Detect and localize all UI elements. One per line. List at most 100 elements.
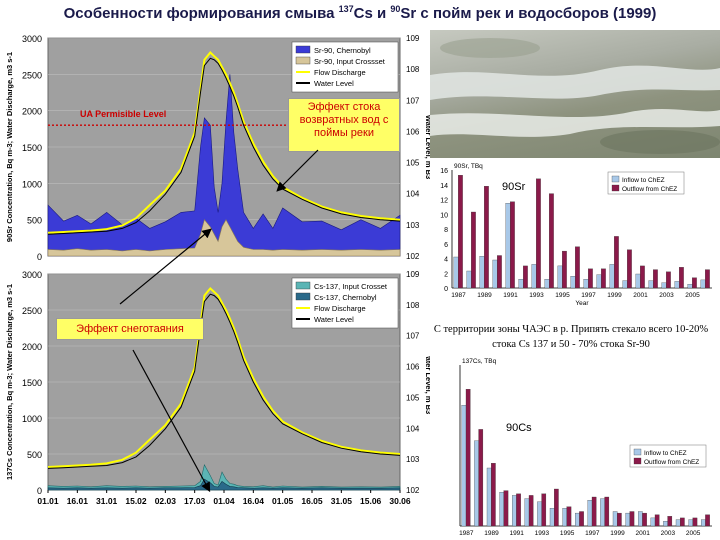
x-tick-label: 1987: [459, 530, 474, 537]
bar: [461, 405, 467, 527]
x-tick-label: 2003: [659, 292, 674, 299]
y-axis-label: 137Cs, TBq: [462, 358, 497, 365]
floodplain-photo-art: [430, 38, 720, 154]
y-tick-label: 0: [37, 252, 42, 262]
y2-tick-label: 102: [406, 486, 420, 495]
y2-tick-label: 107: [406, 332, 420, 341]
bar: [484, 186, 489, 289]
legend-label: Flow Discharge: [314, 68, 366, 77]
cs137-chart: 0 500 1000 1500 2000 2500 3000 102 103 104 105 106 1…: [5, 270, 430, 506]
bar: [648, 280, 654, 289]
x-tick-label: 16.01: [67, 496, 89, 506]
y-tick-label: 4: [444, 257, 448, 264]
legend-swatch: [295, 56, 311, 65]
y2-tick-label: 104: [406, 424, 420, 433]
bar: [491, 463, 496, 527]
y-tick-label: 14: [440, 183, 448, 190]
bar: [537, 501, 542, 527]
legend-label: Outflow from ChEZ: [644, 459, 699, 466]
bar: [536, 178, 541, 289]
y2-tick-label: 105: [406, 159, 420, 168]
bar: [629, 511, 635, 527]
backwater-annotation: Эффект стока возвратных вод с поймы реки: [288, 98, 400, 152]
y-axis-label: 90Sr, TBq: [454, 163, 483, 170]
bar: [512, 495, 517, 527]
bar: [679, 267, 684, 289]
y-axis-label: 137Cs Concentration, Bq m-3; Water Disch…: [5, 284, 14, 480]
legend-box: [629, 444, 707, 468]
bar: [541, 493, 547, 527]
x-tick-label: 1995: [555, 292, 570, 299]
legend-swatch: [611, 175, 620, 183]
series-line-3: [47, 51, 401, 234]
y2-tick-label: 109: [406, 270, 420, 279]
bar: [627, 249, 632, 289]
bar: [650, 517, 656, 527]
bar: [562, 250, 567, 289]
bar: [516, 493, 521, 527]
cs137-bar-chart: 1987 1989 1991 1993 1995 1997 1999 2001 2003 2005…: [440, 355, 720, 540]
y-tick-label: 1500: [22, 378, 42, 388]
x-tick-label: 16.05: [301, 496, 323, 506]
legend-swatch: [295, 281, 311, 290]
bar: [575, 246, 580, 289]
x-tick-label: 2005: [685, 292, 700, 299]
x-tick-label: 1999: [607, 292, 622, 299]
bar: [705, 269, 710, 289]
bar: [614, 236, 619, 289]
y-tick-label: 12: [440, 198, 448, 205]
x-tick-label: 1995: [560, 530, 575, 537]
x-tick-label: 17.03: [184, 496, 206, 506]
y2-tick-label: 106: [406, 363, 420, 372]
bar: [575, 512, 580, 527]
legend-label: Cs-137, Input Crosset: [314, 282, 388, 291]
y-tick-label: 2000: [22, 342, 42, 352]
bar: [635, 273, 641, 289]
bar: [458, 175, 463, 289]
series-area-1: [47, 74, 401, 257]
y-tick-label: 0: [444, 286, 448, 293]
bar: [587, 500, 593, 527]
bar: [675, 519, 681, 527]
legend-swatch: [633, 448, 642, 456]
y2-tick-label: 104: [406, 190, 420, 199]
legend: Cs-137, Input Crosset Cs-137, Chernobyl Fl…: [291, 277, 399, 329]
legend-label: Inflow to ChEZ: [622, 177, 665, 184]
y-tick-label: 1000: [22, 179, 42, 189]
bar: [465, 389, 471, 527]
bar: [544, 279, 550, 289]
slide-title: Особенности формирования смыва 137Cs и 9…: [63, 4, 657, 22]
bar: [687, 284, 693, 289]
bar: [705, 514, 710, 527]
y-tick-label: 2500: [22, 306, 42, 316]
bar: [453, 256, 459, 289]
bar: [566, 506, 572, 527]
legend-label: Sr-90, Input Crossset: [314, 57, 386, 66]
x-tick-label: 1993: [529, 292, 544, 299]
x-tick-label: 01.04: [213, 496, 235, 506]
x-tick-label: 1987: [451, 292, 466, 299]
bar: [692, 517, 698, 527]
bar: [625, 512, 631, 527]
bar: [661, 282, 667, 289]
bar: [612, 511, 618, 527]
bar: [479, 256, 485, 289]
bar: [524, 498, 530, 527]
y2-tick-label: 103: [406, 221, 420, 230]
bar: [653, 269, 658, 289]
y2-tick-label: 109: [406, 34, 420, 43]
bar: [674, 281, 680, 289]
series-area-2: [47, 219, 401, 257]
series-line-4: [47, 57, 401, 235]
bar: [617, 512, 622, 527]
x-tick-label: 1991: [509, 530, 524, 537]
bar: [700, 279, 706, 289]
y-tick-label: 1000: [22, 414, 42, 424]
legend: Sr-90, Chernobyl Sr-90, Input Crossset Flo…: [291, 41, 399, 93]
bar: [549, 193, 554, 289]
y2-tick-label: 105: [406, 393, 420, 402]
bar: [474, 440, 479, 527]
x-tick-label: 15.06: [360, 496, 382, 506]
legend-label: Inflow to ChEZ: [644, 450, 687, 457]
y-tick-label: 10: [440, 212, 448, 219]
